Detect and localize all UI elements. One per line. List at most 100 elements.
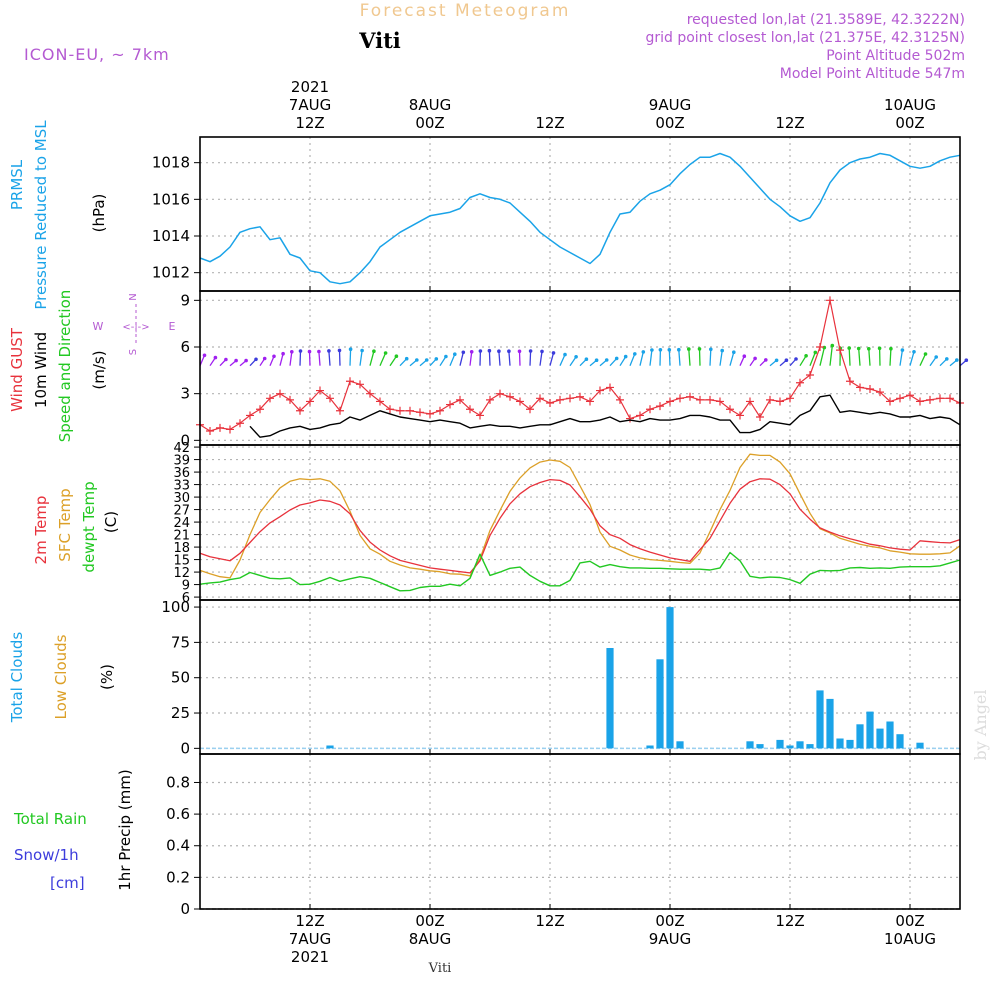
wind-arrow	[668, 349, 671, 366]
wind-arrowhead	[697, 347, 702, 351]
wind-arrow	[308, 351, 311, 366]
wind-arrowhead	[415, 358, 419, 362]
wind-arrowhead	[774, 358, 779, 363]
wind-arrow	[809, 352, 816, 366]
wind-arrow	[369, 351, 375, 366]
gust-marker	[426, 409, 434, 418]
wind-arrowhead	[594, 358, 599, 363]
wind-arrowhead	[830, 343, 835, 348]
y-tick-label: 33	[173, 479, 190, 494]
wind-arrowhead	[650, 348, 654, 352]
gust-marker	[646, 405, 654, 414]
wind-arrowhead	[434, 357, 439, 361]
low-clouds-label: Low Clouds	[52, 634, 70, 719]
cloud-bar	[746, 741, 754, 749]
wind-arrowhead	[687, 347, 691, 351]
y-tick-label: 1016	[152, 190, 190, 208]
gust-marker	[336, 406, 344, 415]
wind-arrowhead	[677, 347, 681, 352]
t2m-label: 2m Temp	[32, 496, 50, 565]
gust-marker	[256, 405, 264, 414]
top-time-label: 7AUG	[289, 96, 331, 114]
wind-arrowhead	[813, 350, 818, 355]
total-clouds-label: Total Clouds	[8, 632, 26, 724]
compass-n: N	[128, 293, 139, 300]
wind-arrowhead	[667, 348, 672, 352]
wind-arrowhead	[742, 354, 747, 359]
gust-marker	[496, 389, 504, 398]
panel-frame	[199, 753, 961, 910]
wind-arrowhead	[856, 346, 861, 351]
wind-arrow	[349, 349, 352, 366]
wind-arrowhead	[604, 358, 609, 362]
y-tick-label: 0	[180, 739, 190, 757]
wind-arrowhead	[348, 347, 353, 352]
cloud-bar	[816, 690, 824, 749]
wind-arrow	[858, 348, 861, 366]
cloud-bar	[676, 741, 684, 749]
dewpt-series-line	[199, 551, 961, 592]
pressure-label: PRMSL	[8, 159, 26, 210]
cloud-bar	[756, 744, 764, 749]
gust-marker	[626, 414, 634, 423]
wind-arrowhead	[444, 354, 448, 359]
gust-marker	[926, 395, 934, 404]
wind-arrowhead	[764, 358, 768, 362]
cloud-bar	[656, 659, 664, 749]
bottom-time-label: 00Z	[415, 912, 444, 930]
precip-unit: 1hr Precip (mm)	[116, 769, 134, 890]
y-tick-label: 36	[173, 466, 190, 481]
cloud-bar	[916, 742, 924, 749]
wind-label: 10m Wind	[32, 332, 50, 408]
wind-arrowhead	[551, 351, 556, 355]
gust-marker	[696, 395, 704, 404]
gust-marker	[406, 406, 414, 415]
gust-marker	[296, 406, 304, 415]
gust-marker	[756, 413, 764, 421]
cloud-bar	[786, 745, 794, 749]
wind-arrow	[868, 348, 871, 366]
wind-arrow	[469, 351, 473, 366]
gust-marker	[596, 386, 604, 395]
wind-arrowhead	[262, 356, 267, 361]
wind-arrowhead	[912, 350, 916, 354]
footer-location: Viti	[428, 961, 452, 976]
wind-arrow	[688, 349, 691, 366]
gust-marker	[716, 397, 724, 406]
bottom-time-label: 00Z	[655, 912, 684, 930]
gust-marker	[436, 406, 444, 415]
wind-arrowhead	[404, 356, 409, 361]
wind-arrow	[539, 351, 543, 366]
y-tick-label: 9	[182, 579, 190, 594]
wind-speed-series-line	[249, 394, 961, 438]
compass-s: S	[128, 349, 139, 355]
wind-arrow	[678, 349, 681, 366]
gust-marker	[576, 392, 584, 401]
wind-arrowhead	[623, 354, 628, 359]
wind-arrowhead	[507, 349, 511, 354]
top-time-label: 12Z	[295, 114, 324, 132]
y-tick-label: 9	[180, 291, 190, 309]
credit-label: by Angel	[971, 689, 990, 760]
pressure-series-line	[199, 152, 961, 285]
cloud-bar	[646, 745, 654, 749]
wind-arrowhead	[528, 349, 533, 353]
y-tick-label: 50	[171, 669, 190, 687]
wind-arrow	[549, 352, 555, 366]
requested-coords: requested lon,lat (21.3589E, 42.3222N)	[687, 12, 965, 28]
model-label: ICON-EU, ~ 7km	[24, 45, 170, 64]
wind-arrowhead	[290, 350, 294, 354]
gust-marker	[906, 391, 914, 400]
wind-arrow	[698, 348, 701, 366]
wind-arrowhead	[945, 357, 949, 361]
y-tick-label: 1014	[152, 227, 190, 245]
y-tick-label: 39	[173, 454, 190, 469]
wind-unit: (m/s)	[90, 350, 108, 389]
gust-marker	[826, 296, 834, 305]
top-time-label: 9AUG	[649, 96, 691, 114]
y-tick-label: 42	[173, 441, 190, 456]
point-altitude: Point Altitude 502m	[826, 48, 965, 64]
wind-arrow	[318, 351, 321, 366]
y-tick-label: 0.6	[166, 805, 190, 823]
gust-marker	[476, 411, 484, 420]
